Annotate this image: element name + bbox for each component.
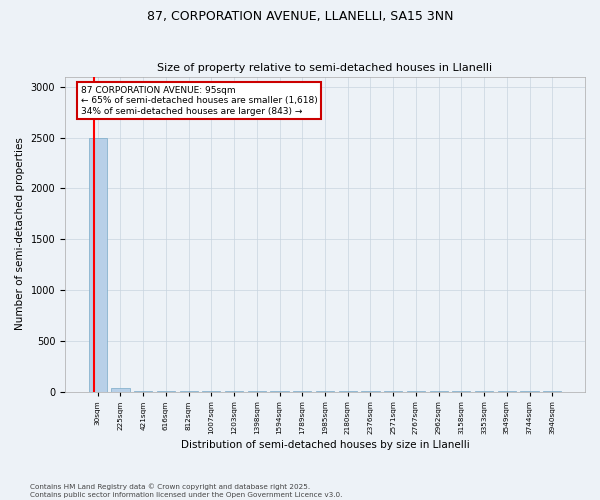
Text: 87, CORPORATION AVENUE, LLANELLI, SA15 3NN: 87, CORPORATION AVENUE, LLANELLI, SA15 3… (147, 10, 453, 23)
Y-axis label: Number of semi-detached properties: Number of semi-detached properties (15, 138, 25, 330)
Bar (134, 391, 152, 392)
Text: 87 CORPORATION AVENUE: 95sqm
← 65% of semi-detached houses are smaller (1,618)
3: 87 CORPORATION AVENUE: 95sqm ← 65% of se… (80, 86, 317, 116)
X-axis label: Distribution of semi-detached houses by size in Llanelli: Distribution of semi-detached houses by … (181, 440, 469, 450)
Bar (89, 138, 107, 392)
Text: Contains HM Land Registry data © Crown copyright and database right 2025.
Contai: Contains HM Land Registry data © Crown c… (30, 484, 343, 498)
Title: Size of property relative to semi-detached houses in Llanelli: Size of property relative to semi-detach… (157, 63, 493, 73)
Bar (112, 388, 130, 392)
